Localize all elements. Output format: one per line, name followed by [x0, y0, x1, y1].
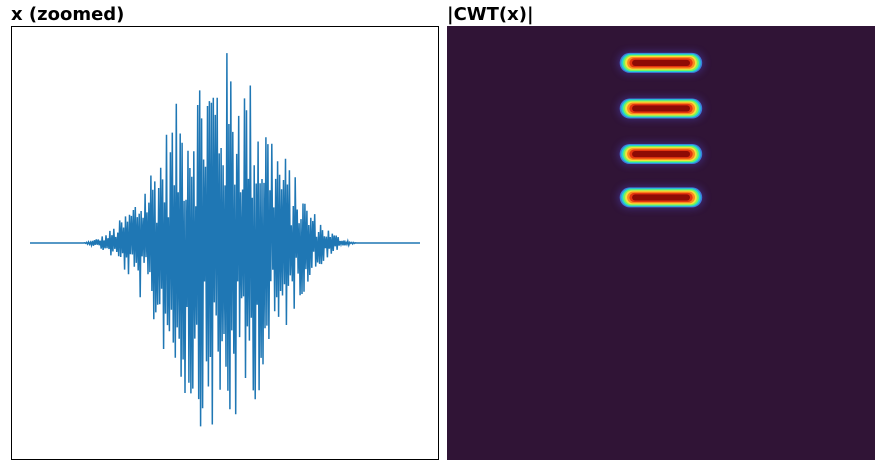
cwt-blob-1-layer-7: [632, 105, 690, 112]
signal-series-line: [30, 53, 420, 427]
cwt-heatmap-area: [447, 26, 875, 460]
right-chart-title: |CWT(x)|: [447, 4, 534, 25]
cwt-blob-0-layer-7: [632, 59, 690, 66]
signal-plot-svg: [30, 53, 420, 427]
signal-plot-area: [11, 26, 439, 460]
left-chart-title: x (zoomed): [11, 4, 125, 25]
cwt-blob-3-layer-7: [632, 194, 690, 201]
cwt-blob-2-layer-7: [632, 151, 690, 158]
cwt-heatmap-svg: [618, 52, 704, 209]
